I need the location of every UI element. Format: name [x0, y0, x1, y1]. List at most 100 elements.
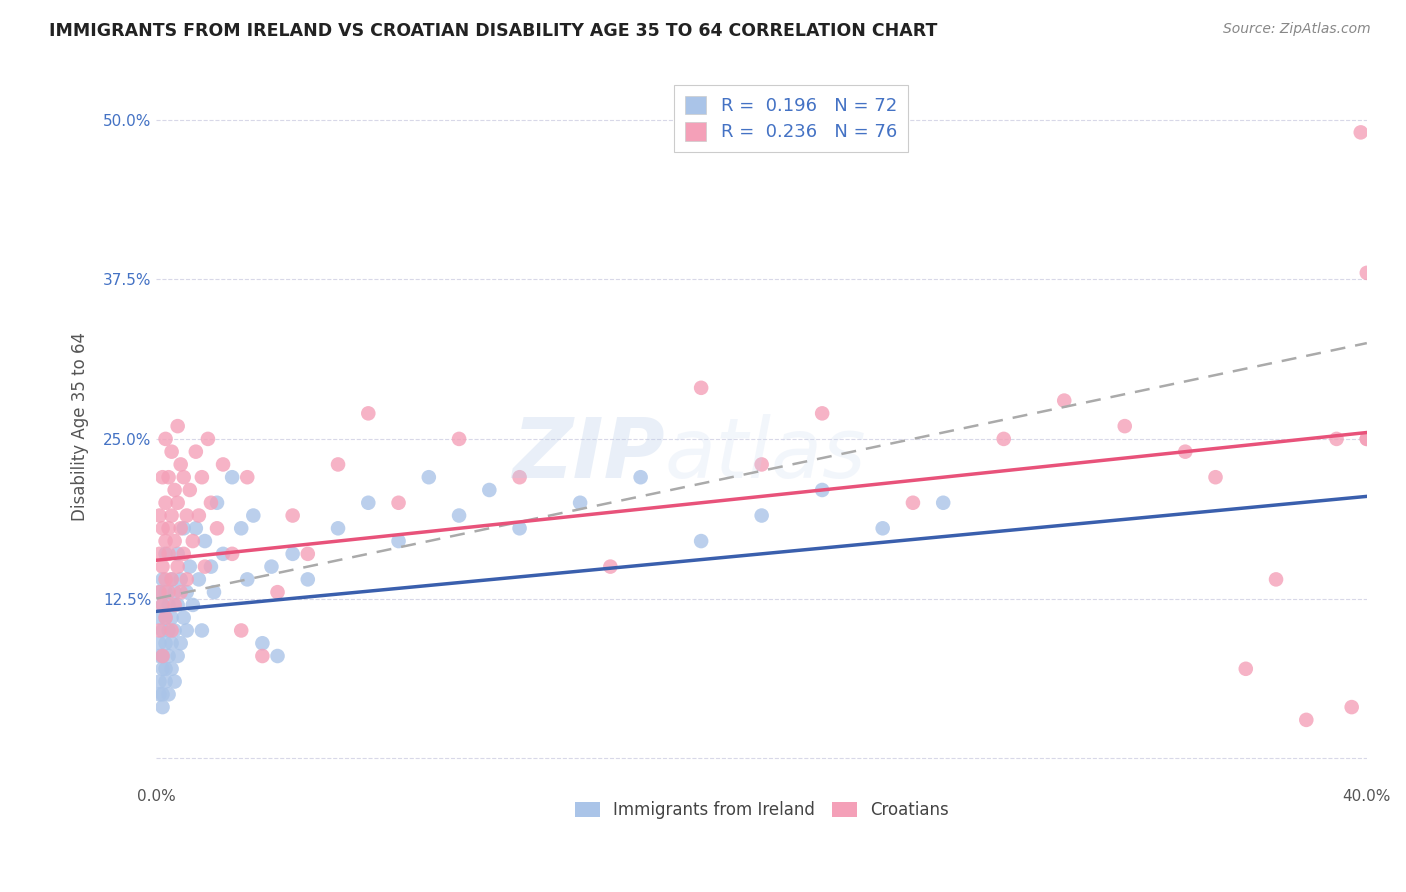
Point [148, 636, 170, 650]
Point [148, 508, 170, 523]
Point [176, 508, 198, 523]
Point [236, 573, 259, 587]
Point [281, 547, 304, 561]
Point [148, 674, 170, 689]
Point [1355, 432, 1378, 446]
Point [260, 559, 283, 574]
Point [170, 636, 193, 650]
Point [191, 624, 214, 638]
Point [184, 521, 207, 535]
Point [197, 432, 219, 446]
Point [166, 547, 188, 561]
Point [181, 534, 204, 549]
Point [152, 648, 174, 663]
Point [1355, 266, 1378, 280]
Point [630, 470, 652, 484]
Point [449, 508, 471, 523]
Text: Source: ZipAtlas.com: Source: ZipAtlas.com [1223, 22, 1371, 37]
Point [170, 458, 193, 472]
Point [155, 547, 177, 561]
Point [155, 432, 177, 446]
Point [155, 496, 177, 510]
Point [166, 598, 188, 612]
Point [157, 648, 180, 663]
Point [148, 547, 170, 561]
Point [163, 598, 186, 612]
Point [148, 648, 170, 663]
Point [231, 624, 253, 638]
Point [179, 559, 201, 574]
Point [478, 483, 501, 497]
Point [187, 508, 209, 523]
Point [297, 573, 319, 587]
Point [155, 662, 177, 676]
Point [449, 432, 471, 446]
Point [993, 432, 1015, 446]
Point [166, 648, 188, 663]
Point [160, 573, 183, 587]
Point [509, 521, 531, 535]
Point [1350, 125, 1372, 139]
Point [160, 610, 183, 624]
Point [932, 496, 955, 510]
Point [252, 648, 274, 663]
Point [1174, 444, 1197, 458]
Point [202, 585, 225, 599]
Point [252, 636, 274, 650]
Point [152, 648, 174, 663]
Y-axis label: Disability Age 35 to 64: Disability Age 35 to 64 [72, 332, 89, 521]
Point [155, 610, 177, 624]
Point [1265, 573, 1288, 587]
Point [811, 406, 834, 420]
Point [872, 521, 894, 535]
Point [163, 585, 186, 599]
Point [157, 598, 180, 612]
Point [569, 496, 592, 510]
Point [751, 508, 773, 523]
Point [170, 573, 193, 587]
Text: IMMIGRANTS FROM IRELAND VS CROATIAN DISABILITY AGE 35 TO 64 CORRELATION CHART: IMMIGRANTS FROM IRELAND VS CROATIAN DISA… [49, 22, 938, 40]
Point [212, 547, 235, 561]
Point [152, 521, 174, 535]
Point [166, 559, 188, 574]
Point [1326, 432, 1348, 446]
Point [181, 598, 204, 612]
Point [166, 496, 188, 510]
Point [148, 610, 170, 624]
Point [152, 624, 174, 638]
Point [191, 470, 214, 484]
Point [155, 636, 177, 650]
Point [297, 547, 319, 561]
Point [1340, 700, 1362, 714]
Point [187, 573, 209, 587]
Point [152, 662, 174, 676]
Point [242, 508, 264, 523]
Point [152, 573, 174, 587]
Point [176, 573, 198, 587]
Point [163, 624, 186, 638]
Point [173, 470, 195, 484]
Point [173, 521, 195, 535]
Point [160, 444, 183, 458]
Point [170, 521, 193, 535]
Point [1205, 470, 1227, 484]
Point [212, 458, 235, 472]
Point [200, 559, 222, 574]
Point [221, 470, 243, 484]
Point [200, 496, 222, 510]
Point [157, 521, 180, 535]
Text: ZIP: ZIP [512, 414, 665, 495]
Point [157, 687, 180, 701]
Point [155, 610, 177, 624]
Point [148, 687, 170, 701]
Point [690, 534, 713, 549]
Point [155, 534, 177, 549]
Point [205, 521, 228, 535]
Point [173, 610, 195, 624]
Point [281, 508, 304, 523]
Point [326, 458, 349, 472]
Point [179, 483, 201, 497]
Point [326, 521, 349, 535]
Point [811, 483, 834, 497]
Point [157, 585, 180, 599]
